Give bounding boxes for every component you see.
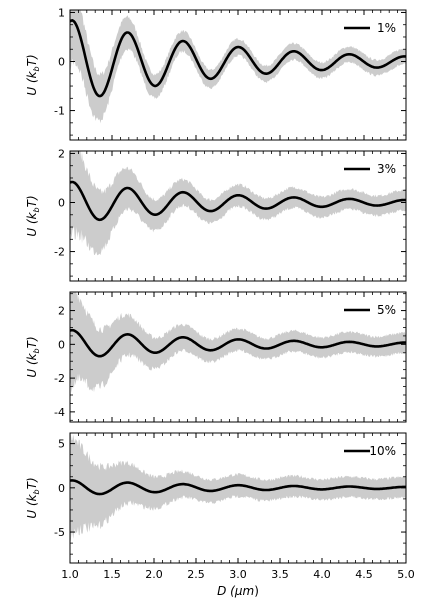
x-axis-label: D (μm) [217, 584, 259, 598]
panel-4: -5 0 5 U (kbT) 10% [25, 432, 407, 564]
y-axis-label: U (kbT) [25, 477, 41, 518]
legend-label: 10% [369, 444, 396, 458]
x-tick-label: 1.0 [61, 568, 79, 581]
mean-potential-line [70, 19, 406, 98]
panel-3: -4 -2 0 2 U (kbT) 5% [25, 291, 407, 423]
y-tick-label: -5 [54, 526, 65, 539]
x-tick-label: 3.5 [271, 568, 289, 581]
x-tick-label: 4.0 [313, 568, 331, 581]
confidence-band [70, 292, 406, 393]
legend-label: 1% [377, 21, 396, 35]
x-tick-label: 2.5 [187, 568, 205, 581]
y-tick-label: -2 [54, 246, 65, 259]
y-tick-label: -4 [54, 406, 65, 419]
y-axis-label: U (kbT) [25, 336, 41, 377]
y-tick-label: 2 [58, 305, 65, 318]
x-tick-label: 3.0 [229, 568, 247, 581]
y-tick-label: 0 [58, 482, 65, 495]
y-axis-label: U (kbT) [25, 195, 41, 236]
panel-1: -1 0 1 U (kbT) 1% [25, 6, 407, 141]
legend-label: 5% [377, 303, 396, 317]
y-tick-label: 0 [58, 197, 65, 210]
panel-2: -2 0 2 U (kbT) 3% [25, 147, 407, 282]
x-tick-label: 4.5 [355, 568, 373, 581]
confidence-band [70, 433, 406, 545]
y-tick-label: 1 [58, 6, 65, 19]
y-axis-label: U (kbT) [25, 54, 41, 95]
y-tick-label: 5 [58, 438, 65, 451]
mean-potential-line [70, 180, 406, 222]
mean-potential-line [70, 479, 406, 496]
legend-label: 3% [377, 162, 396, 176]
x-tick-label: 2.0 [145, 568, 163, 581]
y-tick-label: 0 [58, 338, 65, 351]
y-tick-label: 0 [58, 56, 65, 69]
mean-potential-line [70, 328, 406, 358]
y-tick-label: 2 [58, 147, 65, 160]
x-tick-label: 5.0 [397, 568, 415, 581]
confidence-band [70, 10, 406, 124]
y-tick-label: -1 [54, 105, 65, 118]
x-tick-label: 1.5 [103, 568, 121, 581]
confidence-band [70, 151, 406, 256]
axes-frame [69, 150, 407, 282]
y-tick-label: -2 [54, 372, 65, 385]
